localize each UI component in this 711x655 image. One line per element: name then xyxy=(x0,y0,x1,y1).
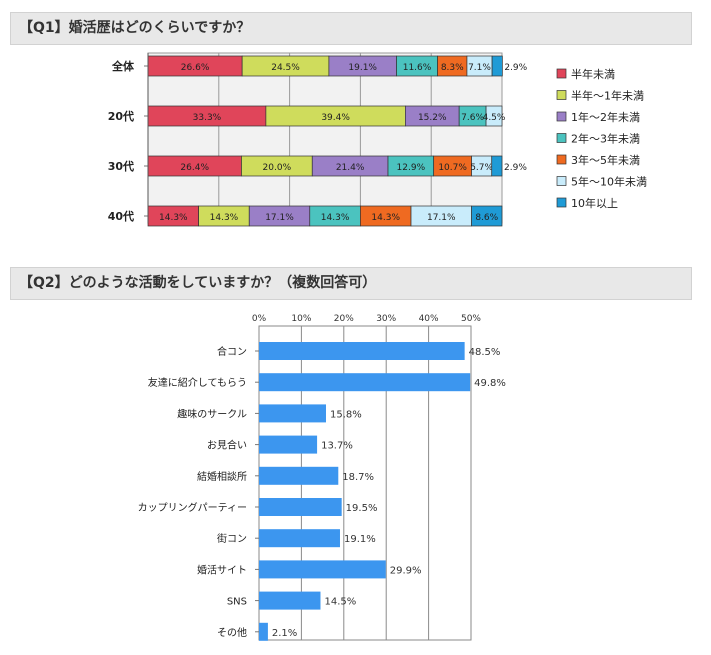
data-label: 21.4% xyxy=(336,163,365,173)
data-label: 14.5% xyxy=(324,597,356,608)
data-label: 12.9% xyxy=(397,163,426,173)
data-label: 2.9% xyxy=(504,163,527,173)
tick-label: 40% xyxy=(419,314,439,324)
category-label: 婚活サイト xyxy=(197,563,247,576)
data-label: 4.5% xyxy=(483,113,506,123)
category-label: 40代 xyxy=(108,209,134,223)
data-label: 19.5% xyxy=(346,503,378,514)
category-label: お見合い xyxy=(207,439,247,452)
data-label: 29.9% xyxy=(390,565,422,576)
legend-swatch xyxy=(556,176,567,186)
stacked-segment xyxy=(491,55,503,77)
data-label: 15.2% xyxy=(418,113,447,123)
stacked-segment xyxy=(491,155,503,177)
data-label: 39.4% xyxy=(321,113,350,123)
data-label: 14.3% xyxy=(159,213,188,223)
data-label: 14.3% xyxy=(210,213,239,223)
tick-label: 0% xyxy=(252,314,267,324)
data-label: 19.1% xyxy=(344,534,376,545)
tick-label: 50% xyxy=(461,314,481,324)
data-label: 10.7% xyxy=(438,163,467,173)
category-label: 30代 xyxy=(108,159,134,173)
q2-heading: 【Q2】どのような活動をしていますか？（複数回答可） xyxy=(10,267,692,300)
data-label: 15.8% xyxy=(330,409,362,420)
bar xyxy=(259,342,465,360)
data-label: 7.1% xyxy=(468,63,491,73)
data-label: 49.8% xyxy=(474,378,506,389)
q1-stacked-bar-chart: 全体 26.6% 24.5% 19.1% 11.6% 8.3% 7.1% 2.9% 20代 33.… xyxy=(108,52,647,227)
legend-label: 10年以上 xyxy=(571,196,618,210)
stacked-segment xyxy=(485,105,503,127)
data-label: 18.7% xyxy=(342,472,374,483)
legend-swatch xyxy=(556,90,567,100)
data-label: 26.6% xyxy=(181,63,210,73)
legend-label: 半年〜1年未満 xyxy=(571,89,644,103)
data-label: 19.1% xyxy=(348,63,377,73)
bar xyxy=(259,529,340,548)
legend-swatch xyxy=(556,68,567,79)
data-label: 2.1% xyxy=(272,628,297,639)
data-label: 14.3% xyxy=(321,213,350,223)
legend-swatch xyxy=(556,154,567,165)
data-label: 5.7% xyxy=(470,163,493,173)
bar xyxy=(259,622,268,641)
bar xyxy=(259,591,321,610)
data-label: 14.3% xyxy=(371,213,400,223)
tick-label: 30% xyxy=(376,314,396,324)
legend-swatch xyxy=(556,111,567,122)
category-label: 合コン xyxy=(217,345,247,358)
category-label: カップリングパーティー xyxy=(138,501,247,514)
legend-label: 半年未満 xyxy=(571,67,615,81)
legend-swatch xyxy=(556,197,567,208)
legend-label: 5年〜10年未満 xyxy=(571,175,647,189)
legend-label: 1年〜2年未満 xyxy=(571,110,640,124)
category-label: 全体 xyxy=(111,59,135,73)
bar xyxy=(259,373,471,392)
data-label: 24.5% xyxy=(271,63,300,73)
tick-label: 20% xyxy=(334,314,354,324)
data-label: 48.5% xyxy=(469,347,501,358)
category-label: 20代 xyxy=(108,109,134,123)
data-label: 2.9% xyxy=(504,63,527,73)
tick-label: 10% xyxy=(291,314,311,324)
data-label: 17.1% xyxy=(265,213,294,223)
category-label: SNS xyxy=(227,597,247,608)
category-label: その他 xyxy=(217,626,247,639)
category-label: 趣味のサークル xyxy=(177,407,247,420)
data-label: 8.3% xyxy=(441,63,464,73)
q2-bar-chart: 0% 10% 20% 30% 40% 50% 合コン 48.5% 友達に紹介してもらう 49.8%… xyxy=(138,314,506,641)
plot-area xyxy=(147,52,503,224)
data-label: 7.6% xyxy=(461,113,484,123)
legend-label: 3年〜5年未満 xyxy=(571,153,640,167)
legend-swatch xyxy=(556,133,567,143)
stacked-segment xyxy=(471,205,503,227)
category-label: 友達に紹介してもらう xyxy=(148,376,247,389)
category-label: 結婚相談所 xyxy=(197,470,247,483)
q1-heading: 【Q1】婚活歴はどのくらいですか？ xyxy=(10,12,692,45)
data-label: 26.4% xyxy=(180,163,209,173)
data-label: 33.3% xyxy=(193,113,222,123)
data-label: 13.7% xyxy=(321,441,353,452)
bar xyxy=(259,466,339,485)
legend-label: 2年〜3年未満 xyxy=(571,132,640,146)
bar xyxy=(259,560,386,579)
category-label: 街コン xyxy=(217,532,247,545)
data-label: 17.1% xyxy=(427,213,456,223)
bar xyxy=(259,404,326,423)
bar xyxy=(259,435,318,454)
data-label: 11.6% xyxy=(403,63,432,73)
data-label: 20.0% xyxy=(263,163,292,173)
data-label: 8.6% xyxy=(475,213,498,223)
bar xyxy=(259,498,342,516)
